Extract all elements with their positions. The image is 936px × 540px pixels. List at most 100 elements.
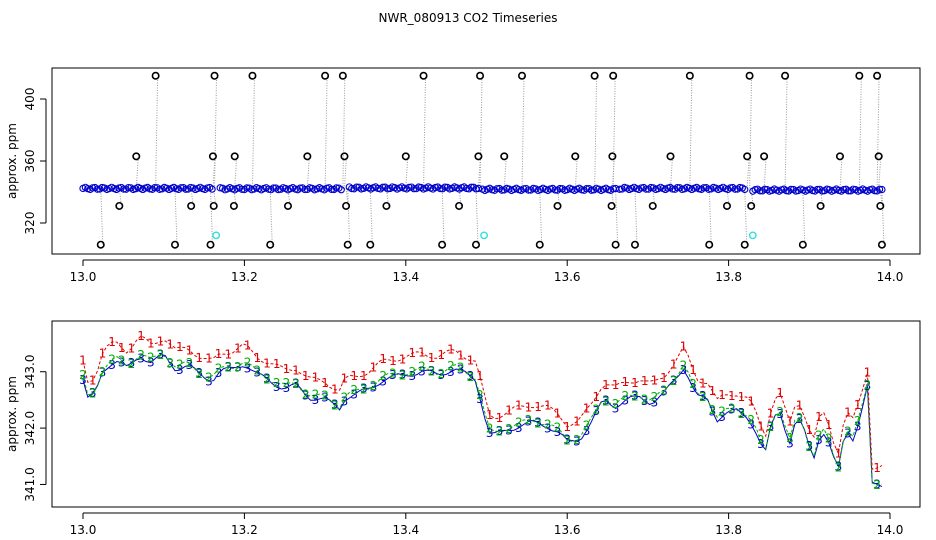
series-3-marker: 3 — [205, 375, 213, 389]
series-2-marker: 2 — [544, 417, 552, 431]
baseline-point — [642, 185, 650, 193]
series-2-marker: 2 — [89, 387, 97, 401]
spike-point — [705, 240, 714, 249]
series-3-marker: 3 — [728, 403, 736, 417]
spike-point — [743, 152, 752, 161]
series-1-marker: 1 — [89, 374, 97, 388]
baseline-point — [269, 184, 278, 192]
series-3-marker: 3 — [515, 421, 523, 435]
series-3-marker: 3 — [486, 426, 494, 440]
spike-point — [781, 71, 790, 80]
bottom-ylabel: approx. ppm — [5, 376, 19, 452]
spike-drop-line — [749, 75, 753, 189]
spike-drop-line — [802, 190, 806, 245]
spike-point — [607, 201, 616, 210]
series-2-marker: 2 — [844, 425, 852, 439]
series-1-marker: 1 — [805, 423, 813, 437]
series-2-marker: 2 — [118, 354, 126, 368]
series-3-marker: 3 — [563, 433, 571, 447]
series-3-marker: 3 — [621, 393, 629, 407]
series-1-marker: 1 — [854, 398, 862, 412]
top-y-tick-label: 360 — [23, 150, 37, 173]
series-3-marker: 3 — [108, 358, 116, 372]
spike-drop-line — [477, 156, 481, 189]
series-3-marker: 3 — [418, 364, 426, 378]
series-2-marker: 2 — [670, 374, 678, 388]
spike-point — [340, 152, 349, 161]
spike-point — [760, 152, 769, 161]
series-1-marker: 1 — [592, 390, 600, 404]
series-1-marker: 1 — [428, 351, 436, 365]
series-3-marker: 3 — [786, 437, 794, 451]
series-1-marker: 1 — [476, 369, 484, 383]
series-2-marker: 2 — [786, 431, 794, 445]
spike-point — [438, 240, 447, 249]
spike-point — [609, 71, 618, 80]
baseline-point — [467, 183, 475, 191]
bottom-plot-frame — [51, 320, 921, 508]
baseline-point — [337, 186, 345, 194]
series-2-marker: 2 — [467, 370, 475, 384]
top-x-tick-label: 13.6 — [554, 270, 581, 284]
spike-drop-line — [689, 75, 693, 189]
series-2-marker: 2 — [825, 431, 833, 445]
spike-point — [816, 201, 825, 210]
spike-point — [229, 201, 238, 210]
spike-point — [518, 71, 527, 80]
series-2-marker: 2 — [437, 367, 445, 381]
series-1-marker: 1 — [496, 411, 504, 425]
top-y-tick-label: 320 — [23, 212, 37, 235]
baseline-point — [741, 185, 749, 194]
spike-point — [170, 240, 179, 249]
series-3-marker: 3 — [767, 419, 775, 433]
series-2-marker: 2 — [341, 391, 349, 405]
series-2-marker: 2 — [408, 365, 416, 379]
spike-point — [608, 152, 617, 161]
baseline-point — [878, 185, 886, 194]
series-2-marker: 2 — [651, 390, 659, 404]
series-2-marker: 2 — [864, 378, 872, 392]
baseline-point — [871, 187, 879, 195]
series-2-marker: 2 — [757, 433, 765, 447]
series-2-marker: 2 — [835, 460, 843, 474]
series-1-line — [82, 335, 883, 470]
series-3-marker: 3 — [273, 380, 281, 394]
series-1-marker: 1 — [331, 383, 339, 397]
baseline-point — [352, 183, 361, 191]
spike-drop-line — [744, 188, 748, 245]
baseline-point — [119, 185, 128, 193]
series-3-marker: 3 — [796, 412, 804, 426]
series-3-marker: 3 — [651, 396, 659, 410]
series-2-marker: 2 — [447, 359, 455, 373]
baseline-point — [582, 185, 591, 193]
spike-point — [132, 152, 141, 161]
spike-drop-line — [669, 156, 673, 189]
series-3-marker: 3 — [496, 424, 504, 438]
spike-point — [455, 201, 464, 210]
spike-drop-line — [214, 75, 218, 189]
series-2-marker: 2 — [215, 361, 223, 375]
series-1-marker: 1 — [747, 394, 755, 408]
series-2-marker: 2 — [263, 373, 271, 387]
series-3-marker: 3 — [776, 407, 784, 421]
series-1-marker: 1 — [137, 329, 145, 343]
spike-point — [343, 240, 352, 249]
baseline-point — [208, 185, 216, 193]
spike-drop-line — [347, 187, 351, 245]
spike-point — [874, 152, 883, 161]
spike-drop-line — [634, 188, 638, 245]
series-3-marker: 3 — [747, 418, 755, 432]
series-1-marker: 1 — [302, 369, 310, 383]
spike-point — [798, 240, 807, 249]
spike-drop-line — [615, 189, 619, 245]
series-3-marker: 3 — [738, 406, 746, 420]
series-3-marker: 3 — [437, 368, 445, 382]
spike-point — [685, 71, 694, 80]
series-3-marker: 3 — [118, 356, 126, 370]
series-2-marker: 2 — [747, 413, 755, 427]
spike-drop-line — [746, 156, 750, 189]
series-1-marker: 1 — [283, 362, 291, 376]
series-2-marker: 2 — [573, 433, 581, 447]
spike-drop-line — [881, 190, 885, 245]
series-1-marker: 1 — [680, 340, 688, 354]
